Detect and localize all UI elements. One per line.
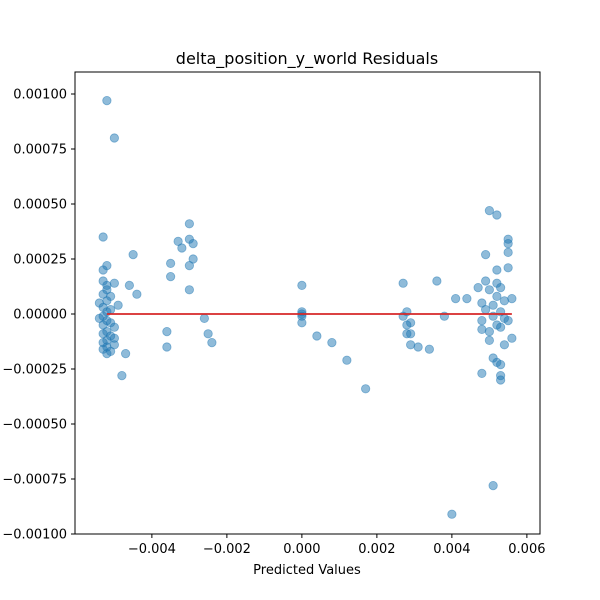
y-tick-label: −0.00025 xyxy=(2,363,67,378)
scatter-point xyxy=(361,384,371,394)
scatter-point xyxy=(184,285,194,295)
scatter-point xyxy=(481,304,491,315)
scatter-point xyxy=(503,247,513,257)
scatter-point xyxy=(481,276,491,286)
scatter-point xyxy=(451,293,461,304)
scatter-point xyxy=(496,375,506,385)
scatter-point xyxy=(503,239,513,249)
scatter-point xyxy=(117,370,127,381)
scatter-point xyxy=(406,340,416,350)
scatter-point xyxy=(184,219,194,229)
y-axis-ticks: −0.00100 −0.00075 −0.00050 −0.00025 0.00000 0… xyxy=(2,88,75,543)
scatter-point xyxy=(109,278,119,288)
x-tick-label: 0.004 xyxy=(433,542,470,557)
y-tick-label: 0.00000 xyxy=(13,308,67,323)
scatter-point xyxy=(507,293,517,304)
scatter-point xyxy=(484,206,494,216)
scatter-point xyxy=(484,335,494,345)
x-tick-label: 0.006 xyxy=(508,542,545,557)
x-tick-label: −0.004 xyxy=(128,542,176,557)
scatter-point xyxy=(477,368,487,378)
scatter-points xyxy=(94,96,517,519)
scatter-point xyxy=(499,340,509,350)
chart-title: delta_position_y_world Residuals xyxy=(176,49,438,69)
scatter-point xyxy=(484,285,494,295)
y-tick-label: 0.00100 xyxy=(13,88,67,103)
scatter-point xyxy=(406,318,416,328)
scatter-point xyxy=(199,313,209,323)
scatter-point xyxy=(496,322,506,332)
scatter-point xyxy=(488,480,498,491)
scatter-point xyxy=(102,348,112,359)
scatter-point xyxy=(312,331,322,341)
scatter-point xyxy=(327,337,337,348)
scatter-point xyxy=(203,329,213,339)
scatter-point xyxy=(102,260,112,271)
scatter-point xyxy=(398,278,408,288)
scatter-point xyxy=(503,315,513,326)
scatter-point xyxy=(162,342,172,352)
scatter-point xyxy=(447,509,457,519)
scatter-point xyxy=(492,265,502,275)
scatter-point xyxy=(413,342,423,352)
scatter-point xyxy=(98,232,108,242)
scatter-point xyxy=(499,296,509,306)
scatter-point xyxy=(166,271,176,282)
scatter-point xyxy=(297,318,307,328)
scatter-point xyxy=(507,333,517,343)
scatter-point xyxy=(113,300,123,310)
scatter-point xyxy=(484,326,494,337)
scatter-point xyxy=(492,210,502,220)
scatter-point xyxy=(492,291,502,301)
scatter-point xyxy=(488,300,498,310)
x-tick-label: 0.002 xyxy=(358,542,395,557)
scatter-point xyxy=(432,276,442,286)
scatter-point xyxy=(207,337,217,348)
scatter-point xyxy=(481,250,491,260)
scatter-point xyxy=(496,282,506,293)
scatter-point xyxy=(121,348,131,359)
scatter-point xyxy=(177,243,187,253)
scatter-point xyxy=(166,258,176,268)
y-tick-label: −0.00100 xyxy=(2,528,67,543)
x-tick-label: −0.002 xyxy=(203,542,251,557)
scatter-point xyxy=(473,282,483,293)
scatter-point xyxy=(477,315,487,326)
plot-frame xyxy=(74,71,541,535)
scatter-point xyxy=(342,355,352,365)
scatter-point xyxy=(503,263,513,273)
y-tick-label: 0.00075 xyxy=(13,143,67,158)
scatter-point xyxy=(128,250,138,260)
scatter-point xyxy=(162,326,172,337)
scatter-point xyxy=(102,96,112,106)
scatter-point xyxy=(132,289,142,299)
scatter-point xyxy=(109,322,119,332)
x-tick-label: 0.000 xyxy=(283,542,320,557)
scatter-point xyxy=(124,280,134,290)
x-axis-ticks: −0.004 −0.002 0.000 0.002 0.004 0.006 xyxy=(128,534,545,557)
scatter-point xyxy=(477,324,487,334)
y-tick-label: −0.00075 xyxy=(2,473,67,488)
scatter-point xyxy=(424,344,434,354)
scatter-point xyxy=(297,280,307,290)
y-tick-label: 0.00025 xyxy=(13,253,67,268)
scatter-point xyxy=(406,329,416,339)
scatter-point xyxy=(496,359,506,370)
scatter-point xyxy=(188,239,198,249)
scatter-point xyxy=(109,133,119,143)
y-tick-label: 0.00050 xyxy=(13,198,67,213)
scatter-point xyxy=(462,293,472,304)
y-tick-label: −0.00050 xyxy=(2,418,67,433)
x-axis-label: Predicted Values xyxy=(253,563,361,578)
scatter-point xyxy=(109,333,119,343)
scatter-point xyxy=(188,254,198,264)
